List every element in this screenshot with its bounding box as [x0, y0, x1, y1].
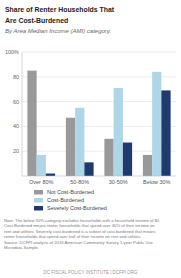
bar	[66, 118, 75, 176]
bars	[27, 71, 170, 176]
legend-swatch	[34, 198, 43, 203]
x-tick-label: 30-50%	[109, 179, 128, 185]
x-tick-label: Below 30%	[143, 179, 171, 185]
y-tick-label: 40	[13, 123, 19, 129]
legend-swatch	[34, 190, 43, 195]
y-tick-label: 60	[13, 99, 19, 105]
bar	[161, 90, 170, 176]
legend-label: Not Cost-Burdened	[47, 189, 94, 195]
x-axis	[22, 176, 176, 177]
note: renter households that spend over half o…	[4, 234, 142, 239]
y-tick-label: 100%	[5, 49, 19, 55]
bar	[46, 174, 55, 176]
footer: DC FISCAL POLICY INSTITUTE | DCFPI.ORG	[43, 270, 138, 275]
bar	[123, 143, 132, 176]
y-tick-label: 20	[13, 148, 19, 154]
bar	[143, 155, 152, 176]
title: Share of Renter Households ThatAre Cost-…	[5, 6, 115, 24]
note: Cost-Burdened means renter households th…	[4, 223, 155, 228]
note: rent and utilities. Severely cost-burden…	[4, 229, 156, 234]
y-tick-label: 80	[13, 74, 19, 80]
legend-label: Cost-Burdened	[47, 197, 84, 203]
note: Microdata Sample.	[4, 245, 39, 250]
bar	[114, 88, 123, 176]
bar	[84, 162, 93, 176]
bar	[75, 108, 84, 176]
note: Source: DCFPI analysis of 2016 American …	[4, 240, 154, 245]
y-axis	[22, 52, 23, 176]
legend-label: Severely Cost-Burdened	[47, 205, 107, 211]
bar	[37, 155, 46, 176]
note: Note: The below 30% category excludes ho…	[4, 218, 160, 223]
x-tick-label: Over 80%	[29, 179, 54, 185]
bar	[27, 71, 36, 176]
subtitle: By Area Median Income (AMI) category.	[5, 28, 111, 34]
bar	[152, 72, 161, 176]
legend-swatch	[34, 206, 43, 211]
bar	[104, 139, 113, 176]
chart: Share of Renter Households ThatAre Cost-…	[0, 0, 181, 278]
x-tick-label: 50-80%	[70, 179, 89, 185]
grid-line	[22, 52, 176, 53]
